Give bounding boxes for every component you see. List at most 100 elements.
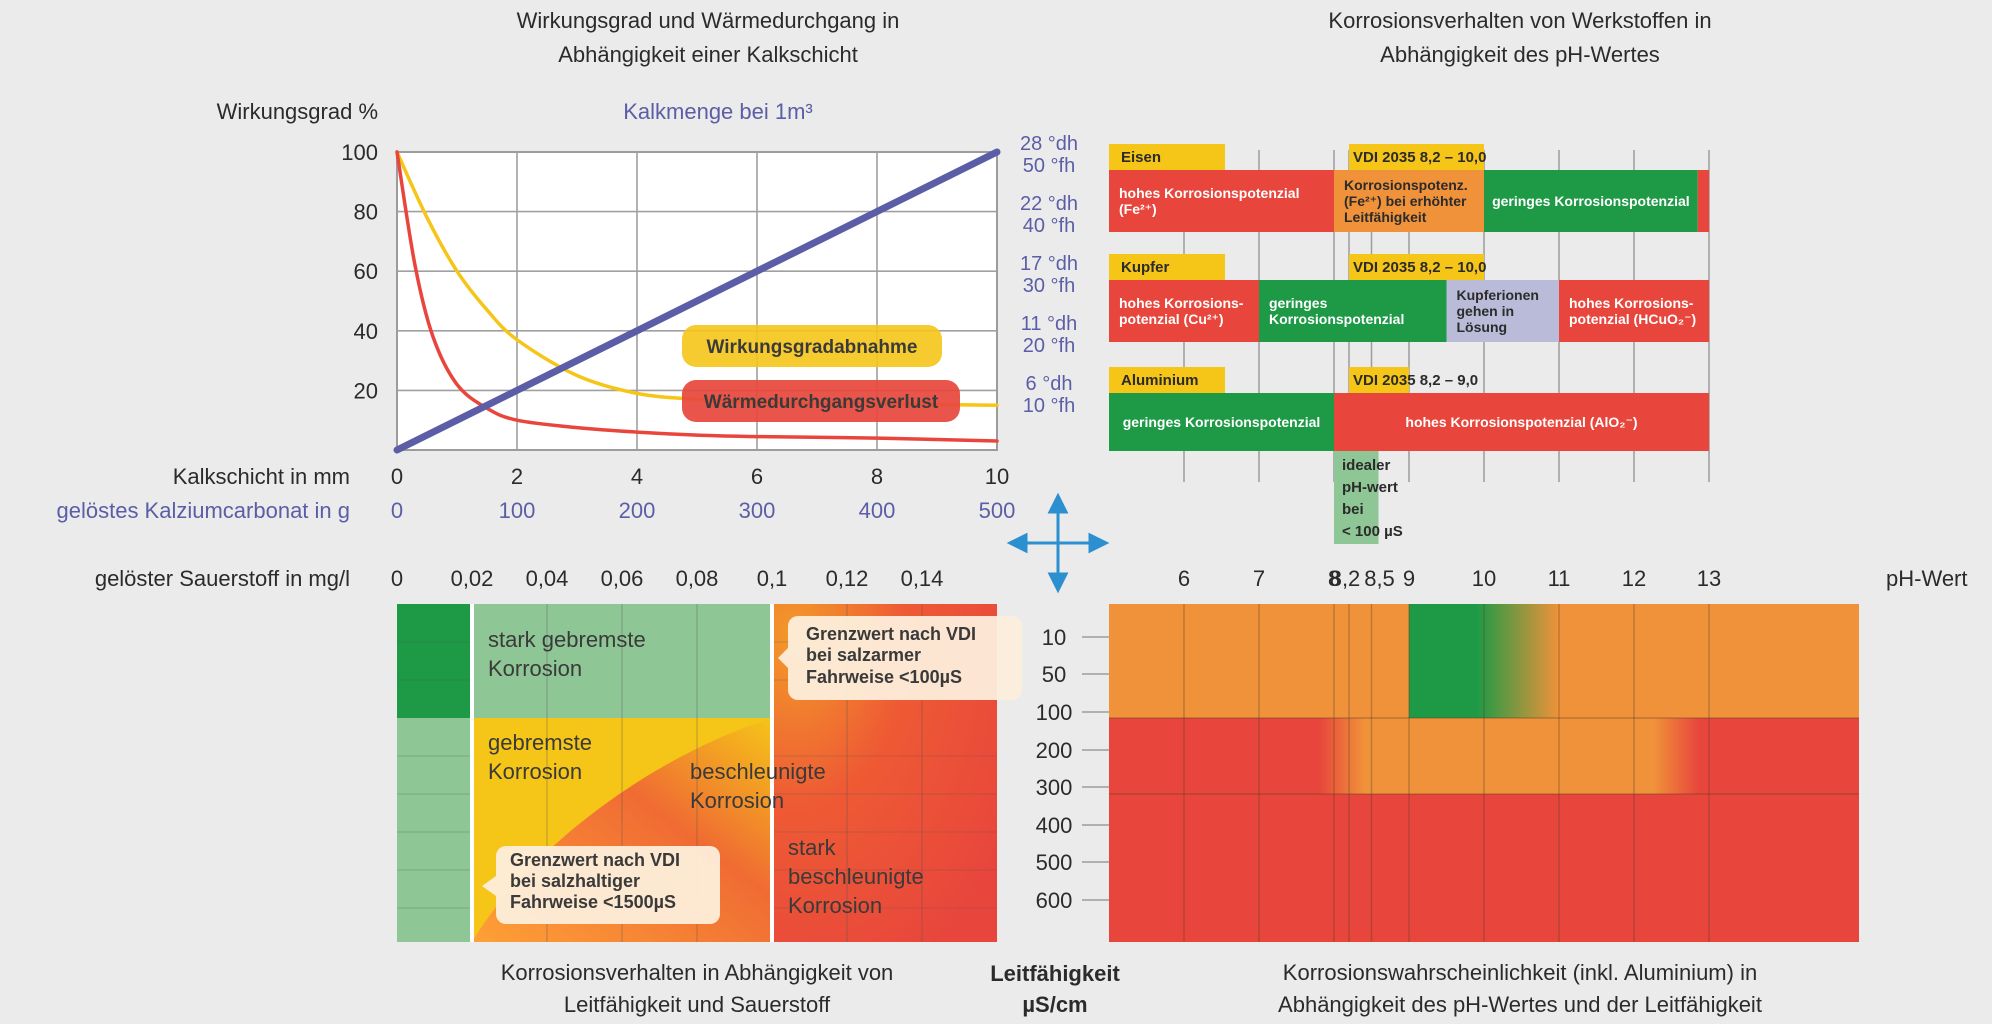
ideal-box-text: pH-wert	[1342, 479, 1398, 496]
x-tick-label: 10	[985, 464, 1009, 489]
material-row-2: Kupfer VDI 2035 8,2 – 10,0 hohes Korrosion…	[1109, 254, 1709, 342]
conductivity-label-line-2: µS/cm	[1022, 992, 1087, 1017]
vdi-range-label: VDI 2035 8,2 – 10,0	[1353, 259, 1486, 276]
y-tick-label: 80	[354, 200, 378, 225]
segment-text: geringes Korrosionspotenzial	[1492, 193, 1690, 209]
zone-text: Korrosion	[488, 759, 582, 784]
ph-tick-label: 12	[1622, 566, 1646, 591]
corrosion-segment	[1109, 280, 1259, 342]
prob-title-line-1: Korrosionswahrscheinlichkeit (inkl. Alum…	[1283, 960, 1757, 985]
y-tick-label: 40	[354, 319, 378, 344]
oxygen-tick-label: 0,1	[757, 566, 788, 591]
corrosion-segment	[1697, 170, 1709, 232]
corrosion-ph-title-line-2: Abhängigkeit des pH-Wertes	[1380, 42, 1660, 67]
conductivity-tick-label: 100	[1036, 700, 1073, 725]
zone-label-gebremst: gebremste Korrosion	[488, 730, 592, 784]
vdi-range-label: VDI 2035 8,2 – 9,0	[1353, 372, 1478, 389]
wirkungsgrad-badge	[682, 325, 942, 367]
material-name: Kupfer	[1121, 259, 1169, 276]
material-label-bg	[1109, 144, 1225, 170]
ph-tick-label: 7	[1253, 566, 1265, 591]
callout-text: Fahrweise <100µS	[806, 667, 962, 687]
x-tick-label: 2	[511, 464, 523, 489]
conductivity-axis: 10 50 100 200 300 400 500 600 Leitfähigkeit µS/…	[990, 625, 1120, 1017]
wirkungsgrad-badge-text: Wirkungsgradabnahme	[707, 337, 918, 358]
ideal-box-text: < 100 µS	[1342, 523, 1403, 540]
ph-axis-label: pH-Wert	[1886, 566, 1968, 591]
zone-text: Korrosion	[488, 656, 582, 681]
zone-stark-gebremst	[472, 604, 772, 718]
ph-tick-label: 8,5	[1364, 566, 1395, 591]
ph-tick-label: 13	[1697, 566, 1721, 591]
conductivity-tick-label: 600	[1036, 888, 1073, 913]
four-way-arrow-icon	[1006, 492, 1110, 594]
oxygen-axis-label: gelöster Sauerstoff in mg/l	[95, 566, 350, 591]
segment-text: potenzial (HCuO₂⁻)	[1569, 311, 1696, 327]
conductivity-tick-label: 500	[1036, 850, 1073, 875]
vdi-range-label: VDI 2035 8,2 – 10,0	[1353, 149, 1486, 166]
ideal-box-text: idealer	[1342, 457, 1391, 474]
prob-grid	[1109, 604, 1859, 942]
segment-text: gehen in	[1457, 303, 1515, 319]
x2-tick-label: 300	[739, 498, 776, 523]
x-tick-label: 0	[391, 464, 403, 489]
corrosion-ph-title-line-1: Korrosionsverhalten von Werkstoffen in	[1328, 8, 1711, 33]
hardness-fh-label: 10 °fh	[1023, 395, 1075, 417]
callout-text: bei salzhaltiger	[510, 871, 640, 891]
ph-tick-label: 10	[1472, 566, 1496, 591]
zone-label-stark-gebremst: stark gebremste Korrosion	[488, 627, 646, 681]
x2-tick-label: 200	[619, 498, 656, 523]
ideal-ph-box: idealer pH-wert bei < 100 µS	[1334, 451, 1403, 544]
efficiency-y-label: Wirkungsgrad %	[217, 99, 378, 124]
segment-text: geringes	[1269, 295, 1328, 311]
zone-text: Korrosion	[690, 788, 784, 813]
x-tick-label: 8	[871, 464, 883, 489]
segment-text: Korrosionspotenzial	[1269, 311, 1404, 327]
corrosion-segment	[1109, 393, 1334, 451]
callout-text: Grenzwert nach VDI	[510, 850, 680, 870]
oxygen-tick-label: 0	[391, 566, 403, 591]
conductivity-tick-label: 50	[1042, 662, 1066, 687]
segment-text: geringes Korrosionspotenzial	[1123, 414, 1321, 430]
oxygen-tick-label: 0,04	[526, 566, 569, 591]
hardness-fh-label: 50 °fh	[1023, 155, 1075, 177]
corrosion-segment	[1109, 170, 1334, 232]
callout-text: Grenzwert nach VDI	[806, 624, 976, 644]
efficiency-title-line-1: Wirkungsgrad und Wärmedurchgang in	[517, 8, 900, 33]
waermedurchgang-badge-text: Wärmedurchgangsverlust	[704, 392, 939, 413]
waermedurchgang-badge	[682, 380, 960, 422]
conductivity-ticks: 10 50 100 200 300 400 500 600	[1036, 625, 1109, 913]
zone-text: beschleunigte	[788, 864, 924, 889]
conductivity-tick-label: 200	[1036, 738, 1073, 763]
efficiency-y-ticks: 100 80 60 40 20	[341, 140, 378, 403]
vdi-range-bg	[1349, 254, 1484, 280]
x2-tick-label: 400	[859, 498, 896, 523]
x-tick-label: 4	[631, 464, 643, 489]
material-label-bg	[1109, 254, 1225, 280]
hardness-fh-label: 20 °fh	[1023, 335, 1075, 357]
ph-tick-label: 6	[1178, 566, 1190, 591]
ph-ticks: 6 7 88,2 8,5 9 10 11 12 13	[1178, 566, 1721, 591]
zone-label-stark-beschleunigt: stark beschleunigte Korrosion	[788, 835, 924, 918]
material-name: Eisen	[1121, 149, 1161, 166]
corrosion-segment	[1334, 170, 1484, 232]
segment-text: Lösung	[1457, 319, 1508, 335]
ph-tick-label: 11	[1548, 566, 1571, 591]
kalkmenge-line	[393, 148, 1001, 454]
ph-tick-label: 9	[1403, 566, 1415, 591]
ideal-box-text: bei	[1342, 501, 1364, 518]
hardness-dh-label: 22 °dh	[1020, 193, 1078, 215]
segment-text: hohes Korrosionspotenzial	[1119, 185, 1299, 201]
oxygen-tick-label: 0,08	[676, 566, 719, 591]
material-name: Aluminium	[1121, 372, 1199, 389]
conductivity-label-line-1: Leitfähigkeit	[990, 961, 1120, 986]
prob-orange-band	[1319, 718, 1699, 794]
callout-salzarm: Grenzwert nach VDI bei salzarmer Fahrwei…	[778, 616, 1022, 700]
corrosion-segment	[1259, 280, 1447, 342]
efficiency-plot-frame	[396, 151, 998, 451]
ideal-box-bg	[1334, 451, 1379, 544]
prob-title-line-2: Abhängigkeit des pH-Wertes und der Leitf…	[1278, 992, 1762, 1017]
hardness-dh-label: 6 °dh	[1026, 373, 1073, 395]
